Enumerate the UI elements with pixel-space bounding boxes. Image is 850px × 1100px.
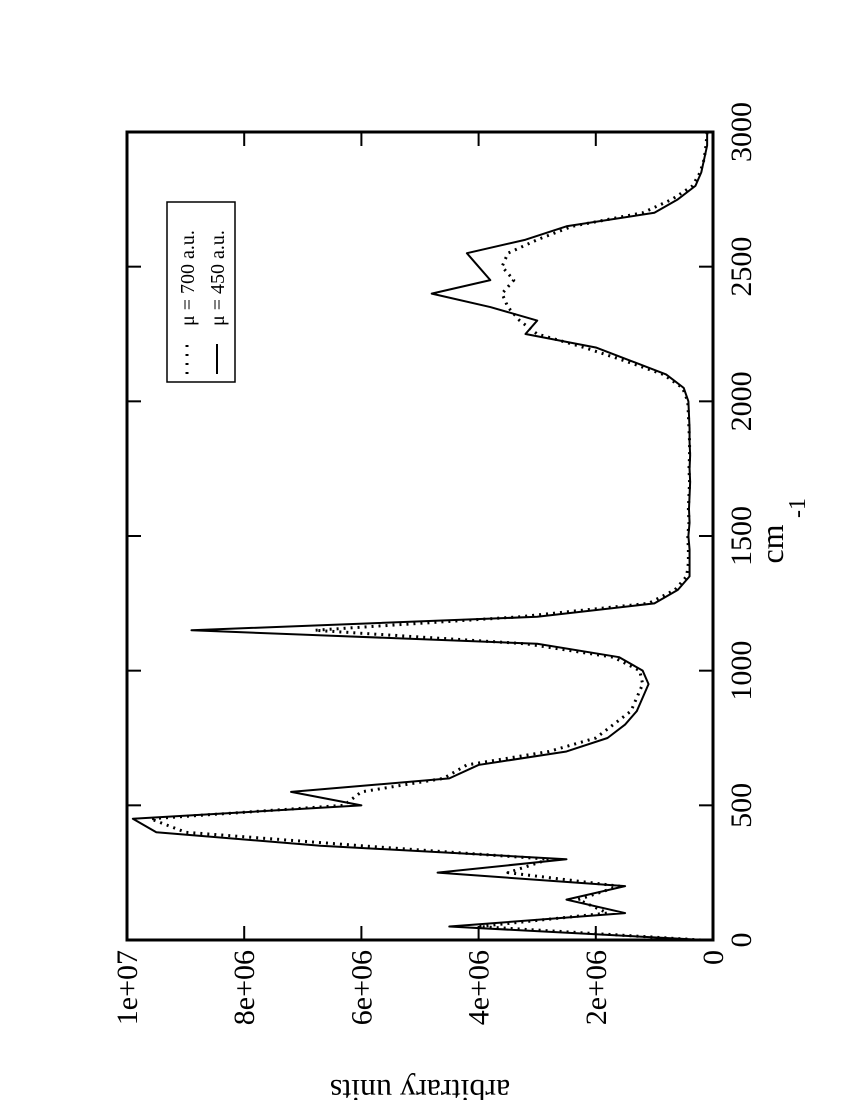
y-tick-label: 0 bbox=[697, 950, 730, 965]
x-axis-label: cm bbox=[754, 524, 790, 563]
x-tick-label: 1500 bbox=[725, 506, 758, 566]
y-tick-label: 2e+06 bbox=[580, 950, 613, 1025]
y-tick-label: 4e+06 bbox=[463, 950, 496, 1025]
x-axis-label-superscript: -1 bbox=[785, 498, 811, 518]
legend-box bbox=[166, 201, 236, 383]
legend-label: μ = 450 a.u. bbox=[207, 230, 229, 326]
x-tick-label: 500 bbox=[725, 783, 758, 828]
y-axis-label: arbitrary units bbox=[330, 1073, 510, 1100]
x-tick-label: 0 bbox=[725, 933, 758, 948]
x-tick-label: 2000 bbox=[725, 371, 758, 431]
plot-area: 0 500 1000 1500 2000 2500 3000 0 2e+06 4e+06 6e+06… bbox=[111, 102, 811, 1100]
y-tick-label: 1e+07 bbox=[111, 950, 144, 1025]
legend-label: μ = 700 a.u. bbox=[177, 230, 199, 326]
x-tick-label: 2500 bbox=[725, 237, 758, 297]
x-tick-label: 3000 bbox=[725, 102, 758, 162]
x-tick-label: 1000 bbox=[725, 641, 758, 701]
y-tick-label: 6e+06 bbox=[345, 950, 378, 1025]
y-tick-label: 8e+06 bbox=[228, 950, 261, 1025]
series-line bbox=[131, 132, 709, 941]
